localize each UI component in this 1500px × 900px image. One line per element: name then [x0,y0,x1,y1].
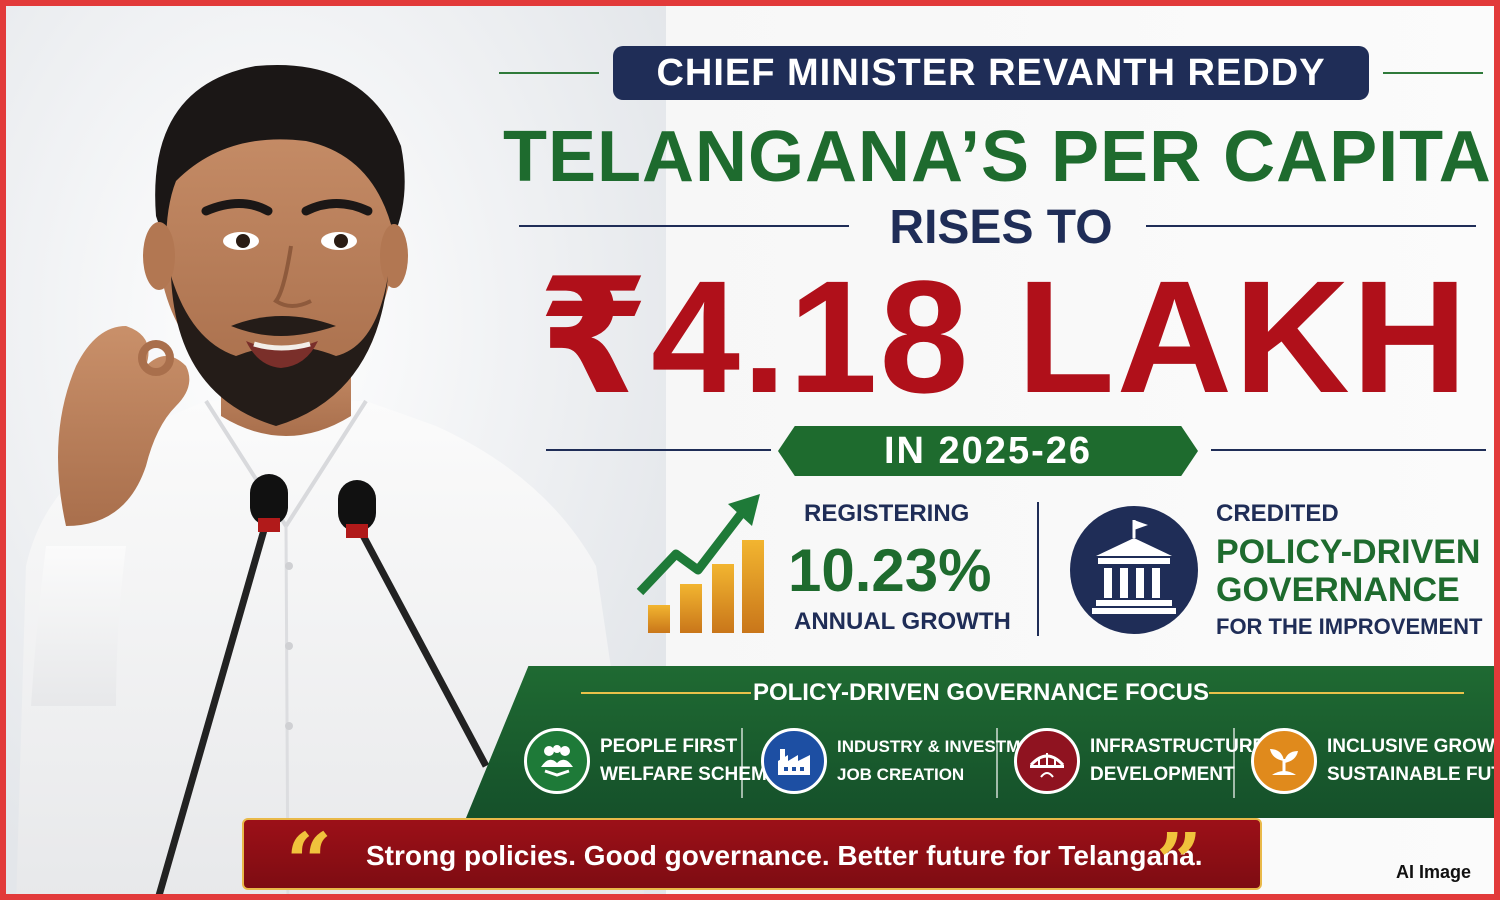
growth-label-top: REGISTERING [804,500,970,527]
government-building-icon [1070,506,1198,634]
focus-item-line1: INCLUSIVE GROWTH [1327,736,1495,757]
headline: TELANGANA’S PER CAPITA INCOME [503,117,1494,197]
focus-title: POLICY-DRIVEN GOVERNANCE FOCUS [752,679,1210,706]
focus-item-line1: PEOPLE FIRST [600,736,738,757]
focus-item-inclusive-growth: INCLUSIVE GROWTH SUSTAINABLE FUTURE [1251,728,1500,794]
bridge-icon [1014,728,1080,794]
growth-chart-icon [636,494,764,633]
people-handshake-icon [524,728,590,794]
factory-icon [761,728,827,794]
income-amount: ₹4.18 LAKH [537,247,1470,426]
focus-item-line2: SUSTAINABLE FUTURE [1327,764,1500,785]
header-pill-text: CHIEF MINISTER REVANTH REDDY [656,51,1326,94]
focus-rule-left [581,692,751,694]
policy-label-bottom: FOR THE IMPROVEMENT [1216,614,1483,639]
header-pill: CHIEF MINISTER REVANTH REDDY [613,46,1369,100]
growth-value: 10.23% [788,537,992,604]
governance-focus-band [466,666,1494,818]
policy-line-1: POLICY-DRIVEN [1216,533,1481,571]
rises-to-label: RISES TO [889,201,1113,254]
policy-line-2: GOVERNANCE [1216,571,1460,609]
year-rule-left [546,449,771,451]
focus-item-line1: INFRASTRUCTURE [1090,736,1266,757]
focus-separator [1233,728,1235,798]
header-rule-left [499,72,599,74]
focus-rule-right [1209,692,1464,694]
ai-image-tag: AI Image [1396,862,1472,882]
focus-item-line2: DEVELOPMENT [1090,764,1235,785]
focus-item-line2: WELFARE SCHEMES [600,764,793,785]
focus-item-line1: INDUSTRY & INVESTMENT [837,737,1055,756]
policy-label-top: CREDITED [1216,500,1339,527]
year-banner: IN 2025-26 [778,426,1198,476]
quote-bar [242,818,1262,890]
year-rule-right [1211,449,1486,451]
header-rule-right [1383,72,1483,74]
stats-divider [1037,502,1039,636]
quote-text: Strong policies. Good governance. Better… [366,840,1203,871]
close-quote-icon: ” [1156,815,1203,900]
focus-item-industry: INDUSTRY & INVESTMENT JOB CREATION [761,728,1054,794]
focus-separator [996,728,998,798]
focus-item-people-first: PEOPLE FIRST WELFARE SCHEMES [524,728,792,794]
focus-item-line2: JOB CREATION [837,765,965,784]
growth-label-bottom: ANNUAL GROWTH [794,608,1011,635]
open-quote-icon: “ [286,815,333,900]
sprout-icon [1251,728,1317,794]
focus-item-infrastructure: INFRASTRUCTURE DEVELOPMENT [1014,728,1265,794]
rises-rule-right [1146,225,1476,227]
year-banner-text: IN 2025-26 [883,429,1092,472]
focus-separator [741,728,743,798]
rises-rule-left [519,225,849,227]
